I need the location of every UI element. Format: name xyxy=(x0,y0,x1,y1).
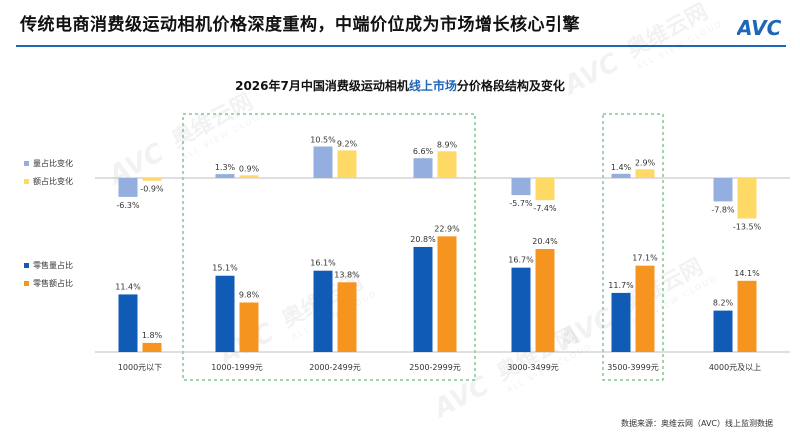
change-bar-label: -6.3% xyxy=(116,201,140,210)
highlight-box-mid-range xyxy=(182,113,476,381)
share-bar xyxy=(118,294,138,352)
legend-swatch xyxy=(24,281,29,286)
change-bar-label: 8.9% xyxy=(437,140,458,149)
share-bar xyxy=(413,246,433,352)
change-bar-label: -7.4% xyxy=(533,204,557,213)
avc-logo-text: AVC xyxy=(737,16,782,40)
share-bar xyxy=(635,265,655,352)
legend-swatch xyxy=(24,161,29,166)
chart-title: 2026年7月中国消费级运动相机线上市场分价格段结构及变化 xyxy=(235,78,565,93)
change-bar xyxy=(313,146,333,178)
category-label: 3000-3499元 xyxy=(507,363,559,372)
share-bar-label: 20.4% xyxy=(532,237,558,246)
change-bar-label: 1.4% xyxy=(611,163,632,172)
change-bar-label: 10.5% xyxy=(310,136,336,145)
legend-label: 零售量占比 xyxy=(33,260,73,270)
share-bar xyxy=(337,282,357,352)
share-bar xyxy=(511,267,531,352)
share-bar-label: 11.7% xyxy=(608,281,634,290)
share-bar xyxy=(313,270,333,352)
page-header: 传统电商消费级运动相机价格深度重构，中端价位成为市场增长核心引擎 AVC xyxy=(0,0,800,47)
share-bar-label: 9.8% xyxy=(239,291,260,300)
legend-swatch xyxy=(24,263,29,268)
category-label: 3500-3999元 xyxy=(607,363,659,372)
avc-logo-icon: AVC xyxy=(737,16,782,40)
change-bar xyxy=(337,150,357,178)
change-bar xyxy=(713,178,733,202)
chart-title-part: 分价格段结构及变化 xyxy=(457,78,565,93)
share-bar xyxy=(713,310,733,352)
share-bar xyxy=(611,292,631,352)
change-bar xyxy=(635,169,655,178)
legend-swatch xyxy=(24,179,29,184)
share-bar-label: 1.8% xyxy=(142,331,163,340)
change-bar-label: -5.7% xyxy=(509,199,533,208)
share-bar-label: 17.1% xyxy=(632,254,658,263)
change-bar-label: -7.8% xyxy=(711,205,735,214)
change-bar-label: -0.9% xyxy=(140,185,164,194)
change-bar xyxy=(215,174,235,178)
highlight-box-3500 xyxy=(602,113,664,381)
category-label: 1000-1999元 xyxy=(211,363,263,372)
share-bar-label: 20.8% xyxy=(410,235,436,244)
source-note: 数据来源：奥维云网（AVC）线上监测数据 xyxy=(621,419,774,428)
share-bar-label: 16.7% xyxy=(508,256,534,265)
legend-label: 量占比变化 xyxy=(33,158,73,168)
share-bar-label: 16.1% xyxy=(310,259,336,268)
watermark-logo: AVC xyxy=(427,371,494,425)
change-bar xyxy=(239,175,259,178)
share-bar xyxy=(215,275,235,352)
header-divider xyxy=(16,45,786,47)
share-bar-label: 22.9% xyxy=(434,224,460,233)
change-bar-label: 9.2% xyxy=(337,139,358,148)
watermark-logo: AVC xyxy=(557,48,624,102)
change-bar-label: 6.6% xyxy=(413,147,434,156)
chart-title-part: 线上市场 xyxy=(409,78,457,93)
change-bar xyxy=(413,158,433,178)
share-bar-label: 15.1% xyxy=(212,264,238,273)
change-bar xyxy=(142,178,162,181)
category-label: 1000元以下 xyxy=(118,363,162,372)
share-bar xyxy=(535,248,555,352)
chart-title-part: 2026年7月中国消费级运动相机 xyxy=(235,78,409,93)
category-label: 2000-2499元 xyxy=(309,363,361,372)
share-bar-label: 14.1% xyxy=(734,269,760,278)
change-bar-label: 0.9% xyxy=(239,164,260,173)
change-bar-label: -13.5% xyxy=(733,223,762,232)
change-bar xyxy=(535,178,555,201)
change-bar xyxy=(611,173,631,178)
legend-label: 零售额占比 xyxy=(33,278,73,288)
category-label: 2500-2999元 xyxy=(409,363,461,372)
share-bar xyxy=(239,302,259,352)
change-bar xyxy=(511,178,531,196)
legend-label: 额占比变化 xyxy=(33,176,73,186)
change-bar xyxy=(437,151,457,178)
category-label: 4000元及以上 xyxy=(709,363,761,372)
share-bar-label: 11.4% xyxy=(115,282,141,291)
share-bar-label: 13.8% xyxy=(334,270,360,279)
change-bar xyxy=(118,178,138,197)
change-bar-label: 1.3% xyxy=(215,163,236,172)
change-bar-label: 2.9% xyxy=(635,158,656,167)
page-title: 传统电商消费级运动相机价格深度重构，中端价位成为市场增长核心引擎 xyxy=(20,15,580,35)
share-bar xyxy=(142,342,162,352)
share-bar xyxy=(437,236,457,352)
share-bar-label: 8.2% xyxy=(713,299,734,308)
change-bar xyxy=(737,178,757,219)
share-bar xyxy=(737,280,757,352)
